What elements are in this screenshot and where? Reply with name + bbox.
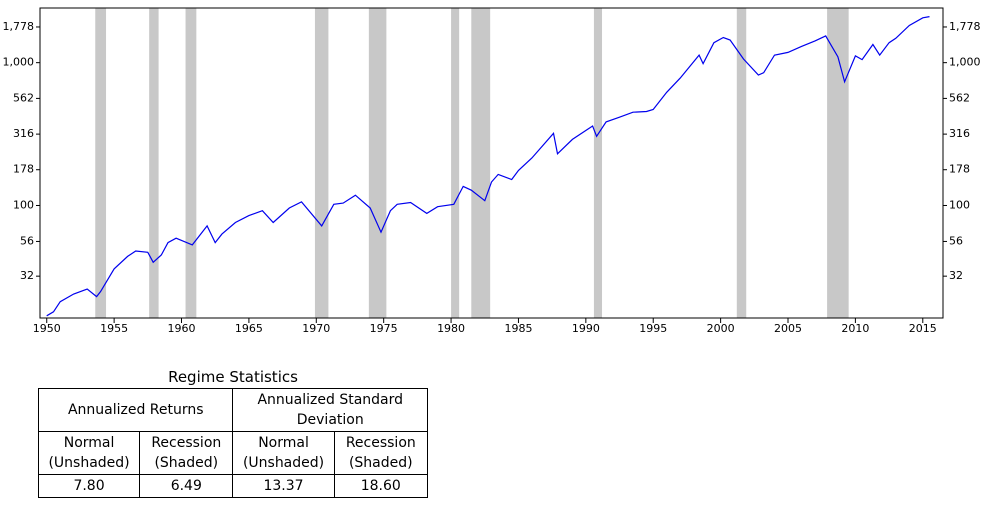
cell: 18.60 bbox=[333, 474, 429, 498]
price-line bbox=[46, 16, 930, 317]
x-tick-label: 1950 bbox=[33, 322, 61, 335]
y-tick-label: 100 bbox=[949, 198, 970, 211]
y-tick-label: 1,778 bbox=[3, 20, 35, 33]
recession-band bbox=[314, 8, 329, 318]
y-tick-label: 56 bbox=[949, 234, 963, 247]
group-header: Annualized Returns bbox=[37, 388, 234, 432]
x-tick-label: 1975 bbox=[370, 322, 398, 335]
x-tick-label: 1955 bbox=[100, 322, 128, 335]
recession-band bbox=[827, 8, 849, 318]
recession-band bbox=[95, 8, 107, 318]
cell: 7.80 bbox=[37, 474, 141, 498]
y-tick-label: 56 bbox=[20, 234, 34, 247]
col-header: Recession (Shaded) bbox=[333, 431, 429, 475]
table: Annualized Returns Annualized Standard De… bbox=[37, 388, 429, 498]
col-header: Normal (Unshaded) bbox=[232, 431, 335, 475]
chart: 32 32 56 56 100 100 178 178 316 316 562 562 1,000 1,0… bbox=[3, 7, 981, 335]
y-tick-label: 1,778 bbox=[949, 20, 981, 33]
y-tick-label: 178 bbox=[13, 163, 34, 176]
x-tick-label: 1995 bbox=[639, 322, 667, 335]
x-tick-label: 2010 bbox=[841, 322, 869, 335]
x-tick-label: 1965 bbox=[235, 322, 263, 335]
cell: 13.37 bbox=[232, 474, 335, 498]
y-tick-label: 100 bbox=[13, 198, 34, 211]
stats-table: Regime Statistics Annualized Returns Annu… bbox=[37, 366, 429, 498]
recession-band bbox=[471, 8, 491, 318]
col-header: Normal (Unshaded) bbox=[37, 431, 141, 475]
y-tick-label: 562 bbox=[13, 91, 34, 104]
recession-band bbox=[368, 8, 387, 318]
y-tick-label: 316 bbox=[13, 127, 34, 140]
cell: 6.49 bbox=[139, 474, 234, 498]
y-tick-label: 32 bbox=[949, 269, 963, 282]
table-title: Regime Statistics bbox=[168, 368, 298, 386]
group-header: Annualized Standard Deviation bbox=[232, 388, 428, 432]
x-tick-label: 1985 bbox=[504, 322, 532, 335]
x-tick-label: 2005 bbox=[774, 322, 802, 335]
x-tick-label: 2000 bbox=[707, 322, 735, 335]
recession-band bbox=[149, 8, 159, 318]
recession-band bbox=[451, 8, 460, 318]
y-tick-label: 178 bbox=[949, 163, 970, 176]
y-tick-label: 1,000 bbox=[949, 56, 981, 69]
y-tick-label: 562 bbox=[949, 91, 970, 104]
recession-band bbox=[185, 8, 197, 318]
y-tick-label: 32 bbox=[20, 269, 34, 282]
plot-frame bbox=[39, 7, 944, 319]
recession-band bbox=[593, 8, 603, 318]
y-tick-label: 316 bbox=[949, 127, 970, 140]
x-tick-label: 1990 bbox=[572, 322, 600, 335]
x-tick-label: 1980 bbox=[437, 322, 465, 335]
col-header: Recession (Shaded) bbox=[139, 431, 234, 475]
x-tick-label: 2015 bbox=[909, 322, 937, 335]
x-tick-label: 1970 bbox=[302, 322, 330, 335]
x-tick-label: 1960 bbox=[168, 322, 196, 335]
recession-band bbox=[736, 8, 747, 318]
y-tick-label: 1,000 bbox=[3, 56, 35, 69]
